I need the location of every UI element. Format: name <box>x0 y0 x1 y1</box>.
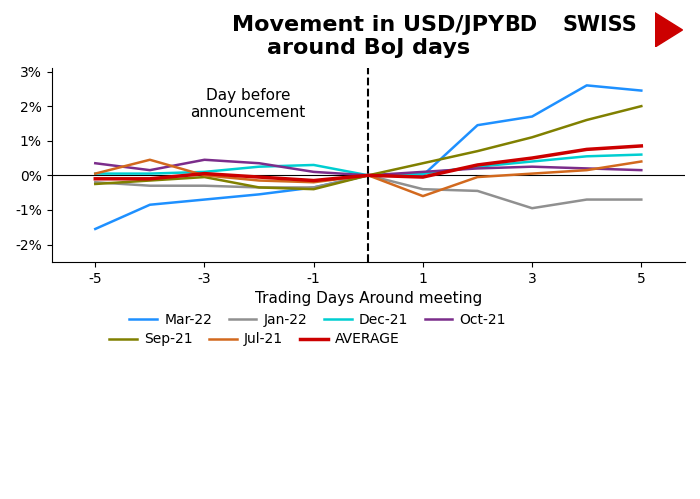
Jan-22 <box>473 188 482 194</box>
Jul-21 <box>255 178 263 184</box>
Mar-22 <box>582 82 591 88</box>
AVERAGE <box>255 174 263 180</box>
Jul-21 <box>364 172 372 178</box>
Line: Oct-21: Oct-21 <box>95 160 641 175</box>
Sep-21 <box>146 178 154 184</box>
Text: BD: BD <box>504 15 537 35</box>
Dec-21 <box>582 153 591 159</box>
Jul-21 <box>473 174 482 180</box>
Mar-22 <box>637 88 645 94</box>
Dec-21 <box>473 164 482 170</box>
Line: Sep-21: Sep-21 <box>95 106 641 189</box>
AVERAGE <box>200 171 209 177</box>
Oct-21 <box>364 172 372 178</box>
Mar-22 <box>255 192 263 198</box>
Text: SWISS: SWISS <box>562 15 637 35</box>
Oct-21 <box>528 164 536 170</box>
Oct-21 <box>309 169 318 175</box>
Dec-21 <box>528 159 536 165</box>
Legend: Sep-21, Jul-21, AVERAGE: Sep-21, Jul-21, AVERAGE <box>104 327 405 352</box>
AVERAGE <box>419 174 427 180</box>
Mar-22 <box>91 226 99 232</box>
Sep-21 <box>200 174 209 180</box>
Oct-21 <box>637 167 645 173</box>
AVERAGE <box>309 178 318 184</box>
Sep-21 <box>582 117 591 123</box>
Line: Mar-22: Mar-22 <box>95 85 641 229</box>
Dec-21 <box>419 171 427 177</box>
Jul-21 <box>419 193 427 199</box>
Jul-21 <box>91 171 99 177</box>
Line: Dec-21: Dec-21 <box>95 155 641 175</box>
AVERAGE <box>473 162 482 168</box>
Dec-21 <box>200 169 209 175</box>
Dec-21 <box>364 172 372 178</box>
Jul-21 <box>200 172 209 178</box>
Oct-21 <box>255 160 263 166</box>
Dec-21 <box>91 171 99 177</box>
Sep-21 <box>473 148 482 154</box>
AVERAGE <box>91 176 99 182</box>
AVERAGE <box>637 143 645 149</box>
Jan-22 <box>637 197 645 203</box>
AVERAGE <box>146 176 154 182</box>
Oct-21 <box>473 166 482 172</box>
Dec-21 <box>255 164 263 170</box>
Sep-21 <box>528 134 536 140</box>
Jan-22 <box>255 185 263 191</box>
Jul-21 <box>146 157 154 163</box>
Mar-22 <box>473 122 482 128</box>
Line: Jul-21: Jul-21 <box>95 160 641 196</box>
Oct-21 <box>200 157 209 163</box>
Sep-21 <box>419 160 427 166</box>
AVERAGE <box>582 146 591 152</box>
Text: Day before
announcement: Day before announcement <box>190 88 306 120</box>
Jul-21 <box>637 159 645 165</box>
Sep-21 <box>91 181 99 187</box>
Jul-21 <box>582 167 591 173</box>
Jan-22 <box>528 205 536 211</box>
Dec-21 <box>637 152 645 158</box>
Oct-21 <box>146 167 154 173</box>
Jan-22 <box>419 186 427 192</box>
Oct-21 <box>582 166 591 172</box>
Dec-21 <box>146 171 154 177</box>
Jul-21 <box>309 179 318 185</box>
AVERAGE <box>364 172 372 178</box>
Jan-22 <box>309 185 318 191</box>
Mar-22 <box>200 197 209 203</box>
Mar-22 <box>309 185 318 191</box>
AVERAGE <box>528 155 536 161</box>
Line: AVERAGE: AVERAGE <box>95 146 641 181</box>
Jan-22 <box>200 183 209 189</box>
Jan-22 <box>364 172 372 178</box>
Jan-22 <box>582 197 591 203</box>
Line: Jan-22: Jan-22 <box>95 175 641 208</box>
Title: Movement in USD/JPY
around BoJ days: Movement in USD/JPY around BoJ days <box>232 15 505 58</box>
Jan-22 <box>146 183 154 189</box>
Sep-21 <box>309 186 318 192</box>
Mar-22 <box>419 172 427 178</box>
Jan-22 <box>91 179 99 185</box>
Jul-21 <box>528 171 536 177</box>
Sep-21 <box>255 185 263 191</box>
Polygon shape <box>654 12 682 47</box>
X-axis label: Trading Days Around meeting: Trading Days Around meeting <box>255 291 482 306</box>
Sep-21 <box>364 172 372 178</box>
Mar-22 <box>146 202 154 208</box>
Sep-21 <box>637 103 645 109</box>
Oct-21 <box>91 160 99 166</box>
Mar-22 <box>528 114 536 120</box>
Mar-22 <box>364 172 372 178</box>
Dec-21 <box>309 162 318 168</box>
Oct-21 <box>419 169 427 175</box>
